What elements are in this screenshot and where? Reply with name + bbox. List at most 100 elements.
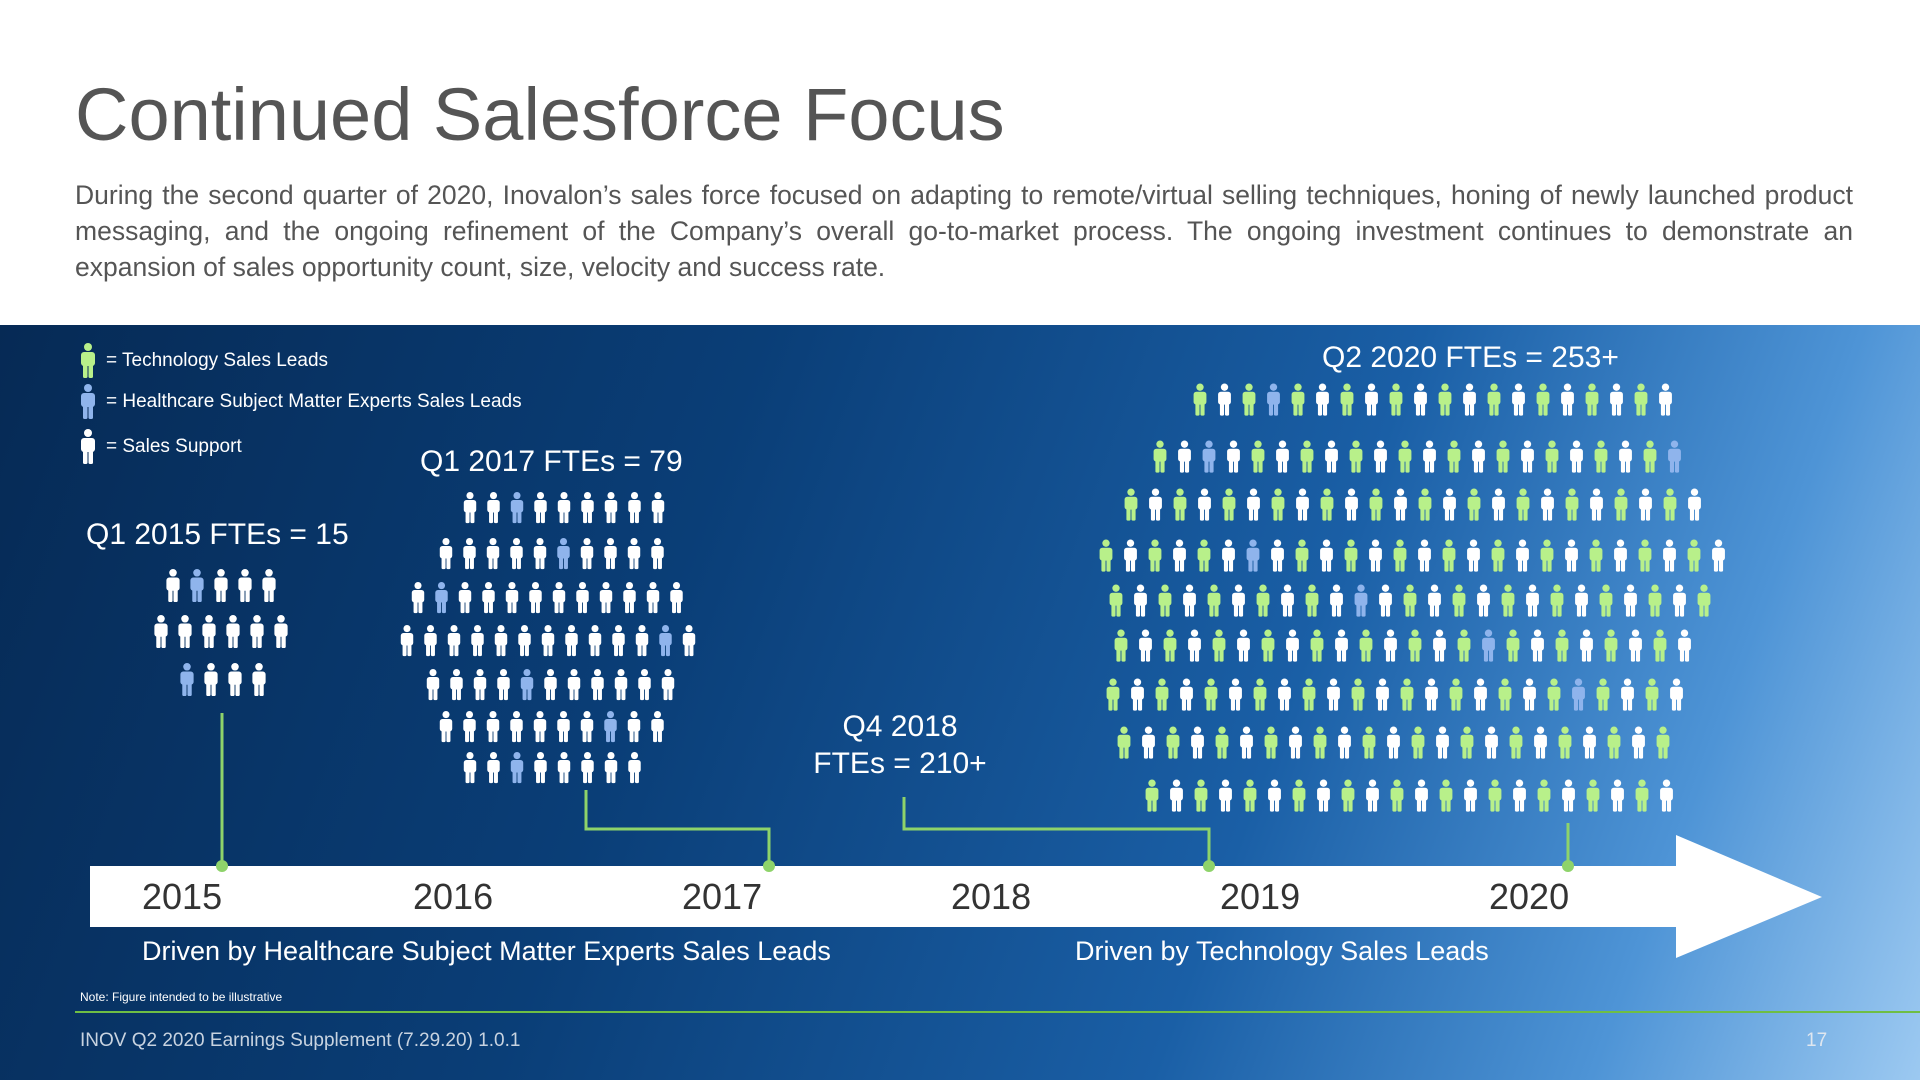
person-icon	[1498, 678, 1512, 711]
person-icon	[1376, 678, 1389, 711]
person-icon	[567, 669, 581, 701]
person-icon	[487, 492, 500, 524]
person-icon	[1390, 779, 1404, 812]
person-icon	[1414, 383, 1427, 416]
person-icon	[1261, 629, 1275, 662]
person-icon	[1436, 726, 1449, 759]
person-icon	[1271, 539, 1284, 572]
person-icon	[1362, 726, 1376, 759]
person-icon	[1246, 539, 1260, 572]
person-icon	[1561, 383, 1574, 416]
person-icon	[1194, 779, 1208, 812]
person-icon	[1163, 629, 1177, 662]
person-icon	[1227, 440, 1240, 473]
person-icon	[487, 752, 500, 784]
person-icon	[1305, 584, 1319, 617]
person-icon	[1534, 726, 1547, 759]
person-icon	[1291, 383, 1305, 416]
legend-item-healthcare: = Healthcare Subject Matter Experts Sale…	[78, 384, 522, 420]
person-icon	[1668, 440, 1681, 473]
person-icon	[238, 569, 252, 603]
person-icon	[1330, 584, 1343, 617]
person-icon	[1635, 779, 1649, 812]
person-icon	[1516, 539, 1529, 572]
person-icon	[1663, 488, 1677, 521]
person-icon	[1237, 629, 1250, 662]
person-icon	[1359, 629, 1373, 662]
person-icon	[204, 663, 218, 697]
connector-line	[584, 790, 771, 866]
person-icon	[1379, 584, 1392, 617]
milestone-label-2018: Q4 2018 FTEs = 210+	[800, 710, 1000, 781]
person-icon	[1457, 629, 1471, 662]
person-icon	[1268, 779, 1281, 812]
person-icon	[226, 615, 240, 649]
person-icon	[604, 538, 617, 570]
page-number: 17	[1806, 1030, 1828, 1051]
person-icon	[1513, 779, 1526, 812]
person-icon	[1575, 584, 1588, 617]
person-icon	[1523, 678, 1536, 711]
person-icon	[1619, 440, 1632, 473]
person-icon	[1296, 488, 1309, 521]
person-icon	[1467, 488, 1481, 521]
person-icon	[1188, 629, 1201, 662]
person-icon	[1327, 678, 1340, 711]
person-icon	[1243, 779, 1257, 812]
person-icon	[1545, 440, 1559, 473]
person-icon	[1586, 779, 1600, 812]
person-icon	[1387, 726, 1400, 759]
person-icon	[604, 752, 618, 784]
illustrative-note: Note: Figure intended to be illustrative	[80, 990, 283, 1004]
person-icon	[1317, 779, 1330, 812]
person-icon	[588, 625, 602, 657]
person-icon	[202, 615, 216, 649]
milestone-label-line: Q4 2018	[842, 710, 958, 743]
person-icon	[1256, 584, 1270, 617]
person-icon	[1610, 383, 1623, 416]
person-icon	[599, 582, 613, 614]
person-icon	[1624, 584, 1637, 617]
person-icon	[1697, 584, 1711, 617]
person-icon	[458, 582, 472, 614]
person-icon	[1398, 440, 1412, 473]
person-icon	[623, 582, 636, 614]
person-icon	[435, 582, 448, 614]
driver-label-technology: Driven by Technology Sales Leads	[1075, 936, 1489, 966]
person-icon	[651, 711, 664, 743]
person-icon	[670, 582, 683, 614]
person-icon	[1485, 726, 1498, 759]
person-icon	[628, 492, 641, 524]
person-icon	[482, 582, 495, 614]
person-icon	[1229, 678, 1242, 711]
person-icon	[439, 711, 453, 743]
person-icon	[1158, 584, 1172, 617]
person-icon	[627, 711, 641, 743]
person-icon	[1338, 726, 1351, 759]
legend-item-technology: = Technology Sales Leads	[78, 343, 328, 379]
person-icon	[1611, 779, 1624, 812]
person-icon	[1663, 539, 1676, 572]
person-icon	[1512, 383, 1525, 416]
person-icon	[1349, 440, 1363, 473]
milestone-label-2015: Q1 2015 FTEs = 15	[86, 518, 349, 551]
person-icon	[1537, 779, 1551, 812]
person-icon	[1278, 678, 1291, 711]
person-icon	[1232, 584, 1245, 617]
person-icon	[1320, 539, 1333, 572]
person-icon	[1415, 779, 1428, 812]
person-icon	[659, 625, 672, 657]
person-icon	[1340, 383, 1354, 416]
person-icon	[510, 711, 523, 743]
person-icon	[1659, 383, 1672, 416]
person-icon	[1276, 440, 1289, 473]
person-icon	[81, 384, 95, 419]
person-icon	[1428, 584, 1441, 617]
person-icon	[557, 492, 571, 524]
person-icon	[1325, 440, 1338, 473]
person-icon	[274, 615, 288, 649]
person-icon	[1222, 539, 1235, 572]
person-icon	[486, 711, 500, 743]
person-icon	[1117, 726, 1131, 759]
